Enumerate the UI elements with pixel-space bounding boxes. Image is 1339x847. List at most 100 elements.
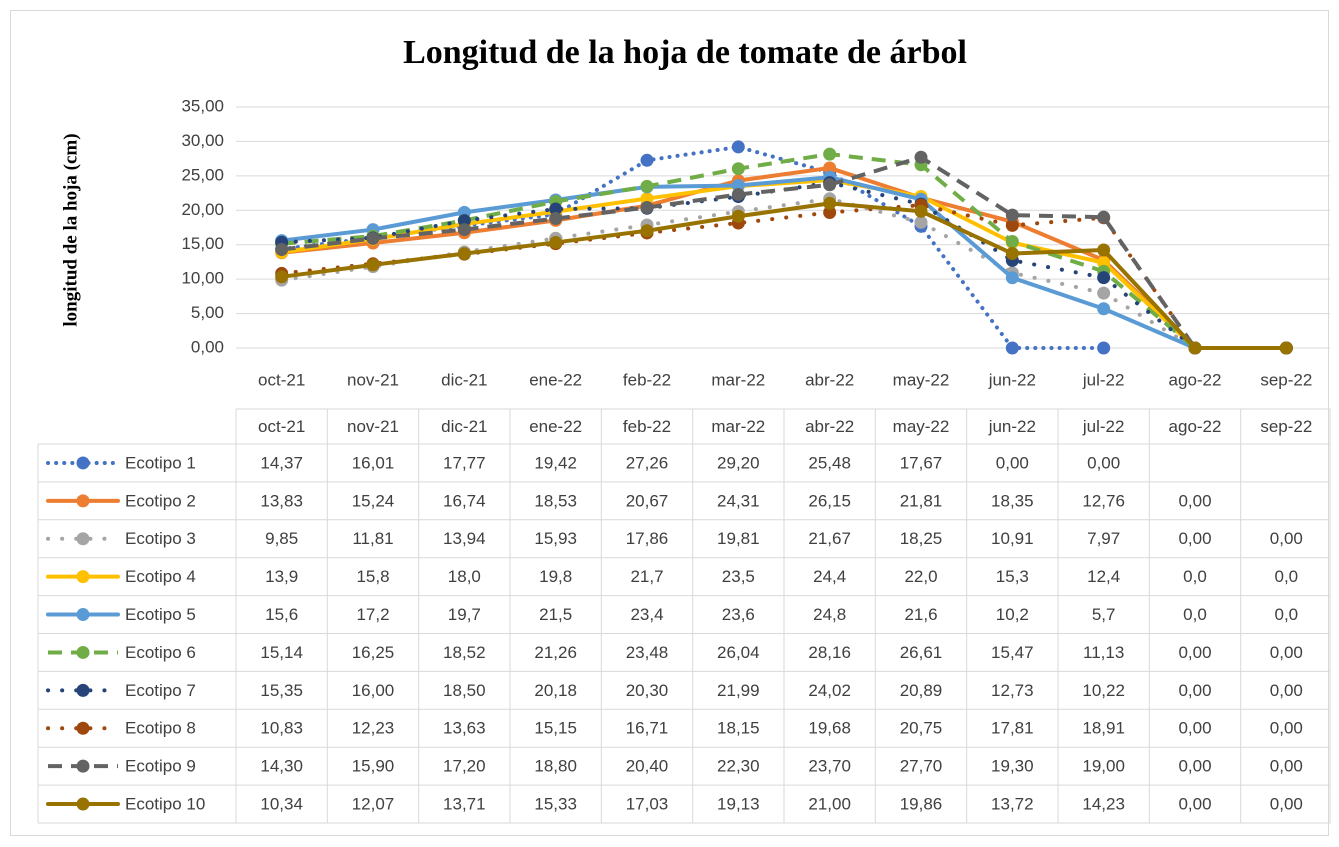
- table-cell: 0,0: [1275, 605, 1299, 624]
- x-tick-label: nov-21: [347, 370, 399, 389]
- legend-label: Ecotipo 8: [125, 719, 196, 738]
- table-cell: 13,83: [260, 491, 303, 510]
- data-point: [823, 205, 837, 219]
- table-cell: 20,40: [626, 757, 669, 776]
- legend-marker: [76, 645, 90, 659]
- data-point: [1005, 247, 1019, 261]
- table-cell: 17,81: [991, 719, 1034, 738]
- table-cell: 0,00: [1178, 491, 1211, 510]
- table-header: sep-22: [1260, 417, 1312, 436]
- data-point: [823, 196, 837, 210]
- table-cell: 14,37: [260, 453, 303, 472]
- data-point: [457, 247, 471, 261]
- table-cell: 16,00: [352, 681, 395, 700]
- table-cell: 23,4: [630, 605, 663, 624]
- table-cell: 10,2: [996, 605, 1029, 624]
- table-header: dic-21: [441, 417, 487, 436]
- table-cell: 13,72: [991, 795, 1034, 814]
- data-point: [1005, 208, 1019, 222]
- data-point: [457, 223, 471, 237]
- x-tick-label: feb-22: [623, 370, 671, 389]
- table-cell: 19,00: [1082, 757, 1125, 776]
- legend-marker: [76, 608, 90, 622]
- data-point: [731, 209, 745, 223]
- table-cell: 16,71: [626, 719, 669, 738]
- table-cell: 11,81: [352, 529, 393, 548]
- data-point: [1005, 341, 1019, 355]
- table-cell: 18,53: [534, 491, 577, 510]
- x-tick-label: jun-22: [988, 370, 1036, 389]
- y-axis-label: longitud de la hoja (cm): [60, 133, 81, 326]
- table-cell: 20,75: [900, 719, 943, 738]
- legend-marker: [76, 456, 90, 470]
- data-point: [1097, 302, 1111, 316]
- data-point: [640, 179, 654, 193]
- table-cell: 14,30: [260, 757, 303, 776]
- table-cell: 17,86: [626, 529, 669, 548]
- chart-title: Longitud de la hoja de tomate de árbol: [403, 34, 967, 71]
- table-cell: 18,52: [443, 643, 486, 662]
- series-line: [281, 155, 1287, 350]
- table-cell: 27,26: [626, 453, 669, 472]
- table-header: abr-22: [805, 417, 854, 436]
- x-tick-label: mar-22: [711, 370, 765, 389]
- table-header: may-22: [893, 417, 950, 436]
- table-cell: 19,81: [717, 529, 760, 548]
- legend-marker: [76, 683, 90, 697]
- table-cell: 17,77: [443, 453, 486, 472]
- legend-label: Ecotipo 6: [125, 643, 196, 662]
- table-cell: 18,15: [717, 719, 760, 738]
- table-cell: 13,63: [443, 719, 486, 738]
- table-cell: 9,85: [265, 529, 298, 548]
- data-point: [914, 215, 928, 229]
- data-point: [731, 187, 745, 201]
- table-cell: 15,3: [996, 567, 1029, 586]
- table-cell: 26,04: [717, 643, 760, 662]
- data-point: [640, 201, 654, 215]
- legend-marker: [76, 494, 90, 508]
- table-cell: 0,00: [1270, 719, 1303, 738]
- table-cell: 27,70: [900, 757, 943, 776]
- table-cell: 16,25: [352, 643, 395, 662]
- table-cell: 10,91: [991, 529, 1034, 548]
- table-cell: 12,23: [352, 719, 395, 738]
- table-cell: 18,91: [1082, 719, 1125, 738]
- data-point: [914, 204, 928, 218]
- data-point: [1279, 341, 1293, 355]
- table-cell: 0,00: [1178, 529, 1211, 548]
- data-point: [1005, 234, 1019, 248]
- legend-label: Ecotipo 9: [125, 757, 196, 776]
- table-cell: 19,68: [808, 719, 851, 738]
- table-cell: 0,00: [1178, 795, 1211, 814]
- table-cell: 24,4: [813, 567, 846, 586]
- table-cell: 17,67: [900, 453, 943, 472]
- table-header: mar-22: [711, 417, 765, 436]
- x-tick-label: dic-21: [441, 370, 487, 389]
- table-cell: 21,26: [534, 643, 577, 662]
- table-cell: 24,02: [808, 681, 851, 700]
- data-point: [1097, 210, 1111, 224]
- data-point: [549, 202, 563, 216]
- table-cell: 29,20: [717, 453, 760, 472]
- table-cell: 19,13: [717, 795, 760, 814]
- table-cell: 22,0: [904, 567, 937, 586]
- table-cell: 0,00: [1270, 529, 1303, 548]
- table-cell: 18,35: [991, 491, 1034, 510]
- table-cell: 13,94: [443, 529, 486, 548]
- table-cell: 0,00: [1178, 681, 1211, 700]
- x-tick-label: sep-22: [1260, 370, 1312, 389]
- chart-border: [10, 10, 1329, 836]
- x-tick-label: abr-22: [805, 370, 854, 389]
- table-cell: 10,83: [260, 719, 303, 738]
- legend-label: Ecotipo 1: [125, 453, 196, 472]
- y-tick-label: 20,00: [181, 200, 224, 219]
- table-cell: 15,33: [534, 795, 577, 814]
- legend-label: Ecotipo 10: [125, 795, 205, 814]
- series-line: [279, 201, 1289, 350]
- table-cell: 18,80: [534, 757, 577, 776]
- table-cell: 15,35: [260, 681, 303, 700]
- table-cell: 13,71: [443, 795, 486, 814]
- table-header: ago-22: [1169, 417, 1222, 436]
- y-tick-label: 15,00: [181, 234, 224, 253]
- legend-marker: [76, 759, 90, 773]
